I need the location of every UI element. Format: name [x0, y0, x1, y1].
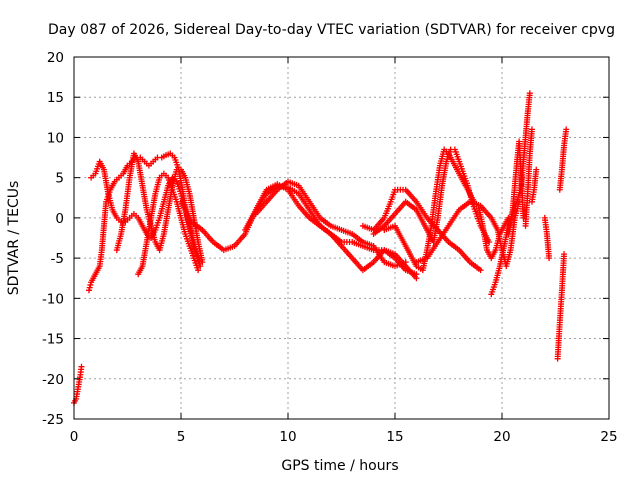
data-point-marker [78, 363, 85, 370]
x-tick-label: 5 [177, 429, 186, 445]
data-point-marker [86, 284, 93, 291]
x-tick-label: 15 [386, 429, 403, 445]
data-point-marker [533, 166, 540, 173]
y-tick-label: -10 [42, 291, 64, 307]
data-point-marker [526, 90, 533, 97]
data-point-marker [413, 271, 420, 278]
data-point-marker [85, 287, 92, 294]
data-point-marker [87, 281, 94, 288]
x-tick-label: 0 [70, 429, 79, 445]
data-point-marker [477, 267, 484, 274]
data-points-layer [71, 90, 570, 406]
y-tick-label: 0 [55, 211, 64, 227]
chart-title: Day 087 of 2026, Sidereal Day-to-day VTE… [48, 22, 615, 38]
y-tick-label: 5 [55, 171, 64, 187]
ticks-layer: 0 5 10 15 20 25 -25 -20 -15 -10 -5 0 5 10 15 20 [42, 50, 618, 445]
y-tick-label: -25 [42, 412, 64, 428]
data-point-marker [402, 259, 409, 266]
x-axis-label: GPS time / hours [281, 458, 398, 474]
y-axis-label: SDTVAR / TECUs [6, 181, 22, 296]
data-point-marker [528, 126, 535, 133]
x-tick-label: 10 [279, 429, 296, 445]
y-tick-label: 10 [47, 130, 64, 146]
y-tick-label: -5 [51, 251, 64, 267]
x-tick-label: 20 [493, 429, 510, 445]
data-point-marker [563, 126, 570, 133]
data-point-marker [486, 239, 493, 246]
data-point-marker [199, 259, 206, 266]
plot-frame [73, 56, 610, 420]
y-tick-label: 20 [47, 50, 64, 66]
y-tick-label: 15 [47, 90, 64, 106]
data-point-marker [546, 255, 553, 262]
data-point-marker [561, 251, 568, 258]
data-point-marker [195, 267, 202, 274]
x-tick-label: 25 [600, 429, 617, 445]
y-tick-label: -15 [42, 332, 64, 348]
y-tick-label: -20 [42, 372, 64, 388]
